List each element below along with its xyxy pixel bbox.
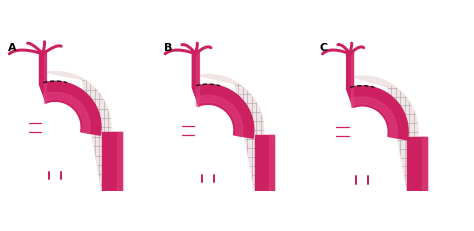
Polygon shape bbox=[350, 97, 397, 138]
Polygon shape bbox=[255, 136, 274, 191]
Polygon shape bbox=[196, 96, 243, 137]
Polygon shape bbox=[346, 52, 354, 108]
Polygon shape bbox=[353, 77, 427, 199]
Polygon shape bbox=[46, 72, 122, 199]
Polygon shape bbox=[43, 93, 90, 134]
Polygon shape bbox=[346, 87, 408, 140]
Polygon shape bbox=[270, 136, 274, 191]
Text: C: C bbox=[319, 43, 328, 52]
Polygon shape bbox=[192, 85, 254, 139]
Polygon shape bbox=[39, 82, 101, 136]
Polygon shape bbox=[44, 52, 46, 103]
Polygon shape bbox=[422, 137, 427, 191]
Polygon shape bbox=[39, 52, 46, 103]
Polygon shape bbox=[192, 52, 199, 106]
Polygon shape bbox=[117, 133, 122, 191]
Polygon shape bbox=[198, 75, 274, 199]
Polygon shape bbox=[351, 52, 354, 108]
Text: B: B bbox=[164, 43, 172, 52]
Polygon shape bbox=[407, 137, 427, 191]
Polygon shape bbox=[102, 133, 122, 191]
Text: A: A bbox=[8, 43, 17, 52]
Polygon shape bbox=[196, 52, 199, 106]
